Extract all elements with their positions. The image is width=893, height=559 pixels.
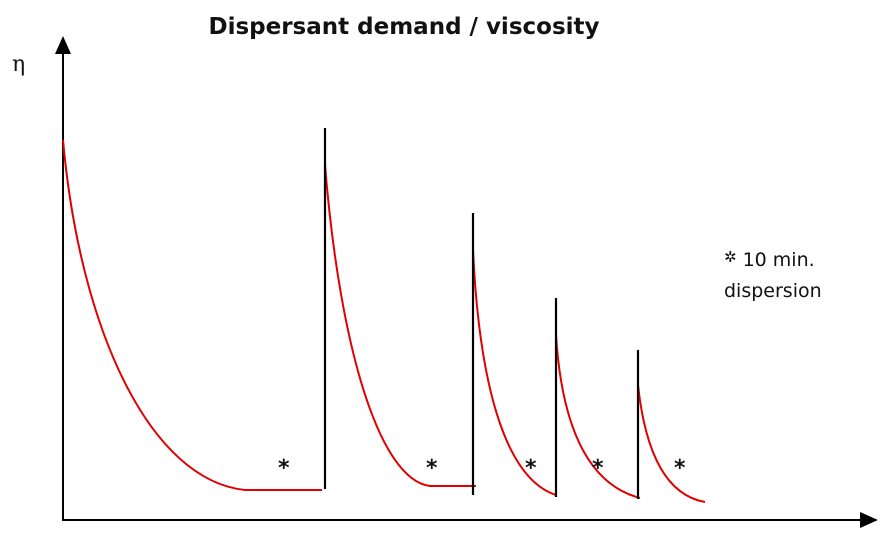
dispersion-marker-4: * <box>592 456 604 481</box>
diagram-title: Dispersant demand / viscosity <box>208 14 600 40</box>
viscosity-curve-2 <box>324 164 476 487</box>
dispersion-marker-2: * <box>426 456 438 481</box>
viscosity-curve-1 <box>62 139 322 491</box>
viscosity-curve-5 <box>637 384 706 503</box>
legend-line-2: dispersion <box>724 280 822 302</box>
asterisk-icon: ✲ <box>724 248 737 266</box>
dispersion-marker-1: * <box>278 456 290 481</box>
dispersion-marker-5: * <box>674 456 686 481</box>
y-axis-label: η <box>12 52 26 77</box>
viscosity-curve-3 <box>472 249 557 496</box>
legend-line-1: 10 min. <box>742 249 815 271</box>
viscosity-curve-4 <box>555 334 641 499</box>
legend: ✲ 10 min. dispersion <box>724 242 822 307</box>
dispersion-marker-3: * <box>525 456 537 481</box>
